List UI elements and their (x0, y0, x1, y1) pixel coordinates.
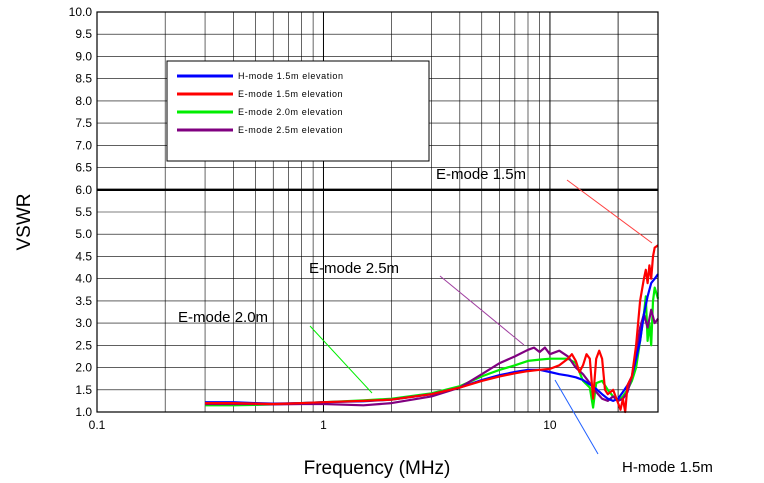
y-tick-label: 2.0 (75, 361, 92, 375)
legend-label: E-mode 2.5m elevation (238, 125, 343, 135)
y-tick-label: 1.0 (75, 405, 92, 419)
annotation-label: E-mode 2.5m (309, 260, 399, 277)
y-tick-label: 9.0 (75, 49, 92, 63)
y-tick-label: 9.5 (75, 27, 92, 41)
y-tick-label: 7.5 (75, 116, 92, 130)
annotation-leader (554, 379, 599, 455)
annotation-label: E-mode 1.5m (436, 166, 526, 183)
y-tick-label: 5.5 (75, 205, 92, 219)
y-tick-label: 4.5 (75, 249, 92, 263)
annotation-label: H-mode 1.5m (622, 459, 713, 476)
annotation-label: E-mode 2.0m (178, 309, 268, 326)
legend-label: E-mode 2.0m elevation (238, 107, 343, 117)
annotation-leader (309, 325, 373, 394)
y-axis-title: VSWR (14, 194, 35, 251)
y-tick-label: 5.0 (75, 227, 92, 241)
annotation-leader (439, 275, 525, 346)
legend: H-mode 1.5m elevation E-mode 1.5m elevati… (166, 60, 430, 162)
plot-area-frame (96, 11, 659, 413)
x-tick-label: 0.1 (89, 418, 106, 432)
y-tick-label: 7.0 (75, 138, 92, 152)
x-tick-labels: 0.1 1 10 (89, 418, 557, 432)
legend-label: E-mode 1.5m elevation (238, 89, 343, 99)
y-tick-label: 10.0 (69, 5, 93, 19)
x-tick-label: 10 (543, 418, 557, 432)
y-tick-label: 6.0 (75, 183, 92, 197)
y-tick-label: 3.0 (75, 316, 92, 330)
y-tick-label: 8.5 (75, 72, 92, 86)
y-tick-label: 2.5 (75, 338, 92, 352)
annotations: E-mode 1.5m E-mode 2.5m E-mode 2.0m H-mode … (178, 166, 713, 476)
y-tick-label: 4.0 (75, 272, 92, 286)
x-tick-label: 1 (320, 418, 327, 432)
legend-label: H-mode 1.5m elevation (238, 71, 344, 81)
y-tick-label: 8.0 (75, 94, 92, 108)
y-tick-label: 6.5 (75, 161, 92, 175)
y-tick-labels: 1.0 1.5 2.0 2.5 3.0 3.5 4.0 4.5 5.0 5.5 6.0 6.5 7.0 7… (69, 5, 93, 419)
x-axis-title: Frequency (MHz) (304, 458, 451, 479)
y-tick-label: 3.5 (75, 294, 92, 308)
y-tick-label: 1.5 (75, 383, 92, 397)
series-line-2 (205, 244, 659, 414)
annotation-leader (566, 179, 653, 244)
series-lines (205, 244, 660, 414)
